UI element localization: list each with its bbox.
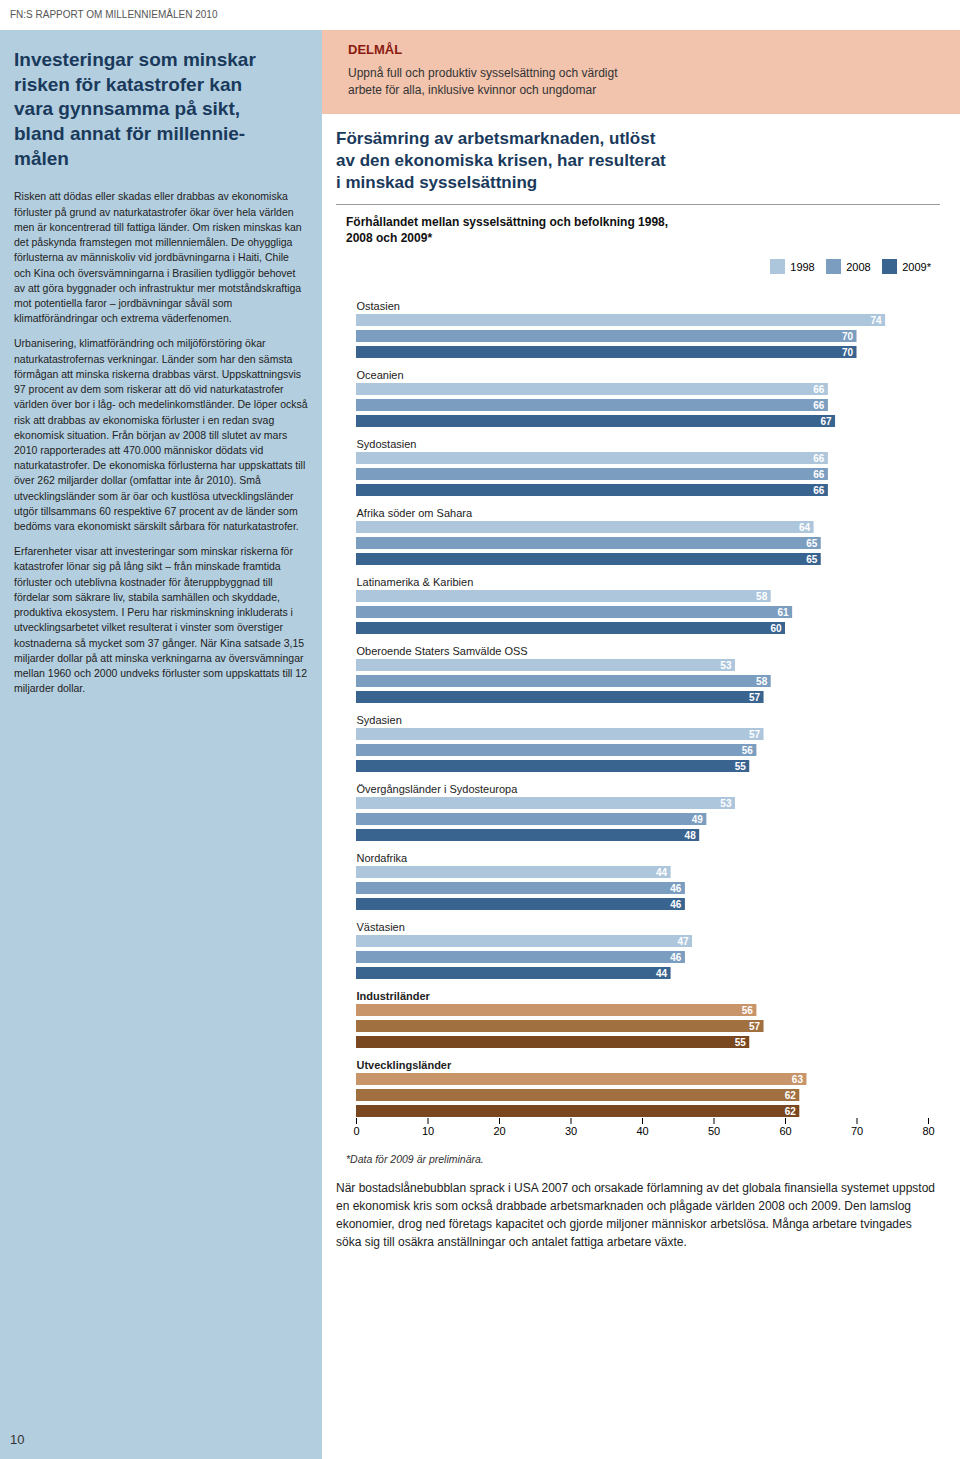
html-text:Förhållandet mellan sysselsätt: Förhållandet mellan sysselsättning och b… [346, 215, 669, 245]
svg-text:66: 66 [813, 484, 825, 495]
svg-text:63: 63 [792, 1073, 804, 1084]
svg-text:62: 62 [785, 1105, 797, 1116]
svg-text:Nordafrika: Nordafrika [357, 851, 409, 863]
svg-text:56: 56 [742, 744, 754, 755]
html-text:Urbanisering, klimatförändring: Urbanisering, klimatförändring och miljö… [14, 337, 308, 532]
svg-text:Latinamerika & Karibien: Latinamerika & Karibien [357, 575, 474, 587]
html-text:Erfarenheter visar att investe: Erfarenheter visar att investeringar som… [14, 545, 307, 695]
svg-text:Industriländer: Industriländer [357, 989, 431, 1001]
svg-text:61: 61 [778, 606, 790, 617]
svg-text:57: 57 [749, 728, 761, 739]
html-text:10: 10 [10, 1432, 25, 1447]
svg-text:44: 44 [656, 967, 668, 978]
svg-text:Oceanien: Oceanien [357, 368, 404, 380]
html-text:Uppnå full och produktiv sysse: Uppnå full och produktiv sysselsättning … [348, 66, 618, 98]
svg-text:20: 20 [493, 1125, 505, 1137]
svg-text:58: 58 [756, 675, 768, 686]
svg-text:46: 46 [670, 951, 682, 962]
svg-text:66: 66 [813, 383, 825, 394]
svg-text:Ostasien: Ostasien [357, 299, 400, 311]
html-text:FN:S RAPPORT OM MILLENNIEMÅLEN: FN:S RAPPORT OM MILLENNIEMÅLEN 2010 [10, 9, 218, 20]
svg-text:Västasien: Västasien [357, 920, 405, 932]
html-text:Risken att dödas eller skadas: Risken att dödas eller skadas eller drab… [14, 190, 302, 325]
svg-text:Sydasien: Sydasien [357, 713, 402, 725]
svg-text:66: 66 [813, 452, 825, 463]
svg-text:65: 65 [806, 553, 818, 564]
svg-text:55: 55 [735, 1036, 747, 1047]
svg-text:Utvecklingsländer: Utvecklingsländer [357, 1058, 452, 1070]
svg-text:62: 62 [785, 1089, 797, 1100]
html-text:2009*: 2009* [902, 260, 931, 273]
svg-text:46: 46 [670, 882, 682, 893]
svg-text:60: 60 [770, 622, 782, 633]
svg-text:Övergångsländer i Sydosteuropa: Övergångsländer i Sydosteuropa [357, 782, 519, 794]
html-text:1998: 1998 [790, 260, 815, 273]
svg-text:30: 30 [565, 1125, 577, 1137]
svg-text:47: 47 [677, 935, 689, 946]
svg-text:50: 50 [708, 1125, 720, 1137]
svg-text:70: 70 [851, 1125, 863, 1137]
svg-text:70: 70 [842, 346, 854, 357]
svg-text:60: 60 [779, 1125, 791, 1137]
svg-text:49: 49 [692, 813, 704, 824]
svg-text:48: 48 [685, 829, 697, 840]
html-text:Försämring av arbetsmarknaden,: Försämring av arbetsmarknaden, utlöst av… [336, 128, 666, 192]
svg-text:40: 40 [636, 1125, 648, 1137]
html-text:När bostadslånebubblan sprack: När bostadslånebubblan sprack i USA 2007… [336, 1180, 935, 1249]
svg-text:53: 53 [720, 797, 732, 808]
svg-text:57: 57 [749, 691, 761, 702]
html-text:2008: 2008 [846, 260, 871, 273]
svg-text:Sydostasien: Sydostasien [357, 437, 417, 449]
svg-text:74: 74 [870, 314, 882, 325]
svg-text:80: 80 [922, 1125, 934, 1137]
svg-text:64: 64 [799, 521, 811, 532]
svg-text:Oberoende Staters Samvälde OSS: Oberoende Staters Samvälde OSS [357, 644, 528, 656]
svg-text:56: 56 [742, 1004, 754, 1015]
svg-text:10: 10 [422, 1125, 434, 1137]
svg-text:Afrika söder om Sahara: Afrika söder om Sahara [357, 506, 473, 518]
svg-text:57: 57 [749, 1020, 761, 1031]
html-text:DELMÅL: DELMÅL [348, 42, 403, 57]
svg-text:66: 66 [813, 468, 825, 479]
html-text:Investeringar som minskar risk: Investeringar som minskar risken för kat… [14, 49, 256, 169]
svg-text:55: 55 [735, 760, 747, 771]
svg-text:53: 53 [720, 659, 732, 670]
svg-text:66: 66 [813, 399, 825, 410]
svg-text:67: 67 [820, 415, 832, 426]
svg-text:44: 44 [656, 866, 668, 877]
svg-text:58: 58 [756, 590, 768, 601]
svg-text:46: 46 [670, 898, 682, 909]
html-text:*Data för 2009 är preliminära.: *Data för 2009 är preliminära. [346, 1152, 484, 1165]
svg-text:65: 65 [806, 537, 818, 548]
svg-text:0: 0 [353, 1125, 359, 1137]
svg-text:70: 70 [842, 330, 854, 341]
